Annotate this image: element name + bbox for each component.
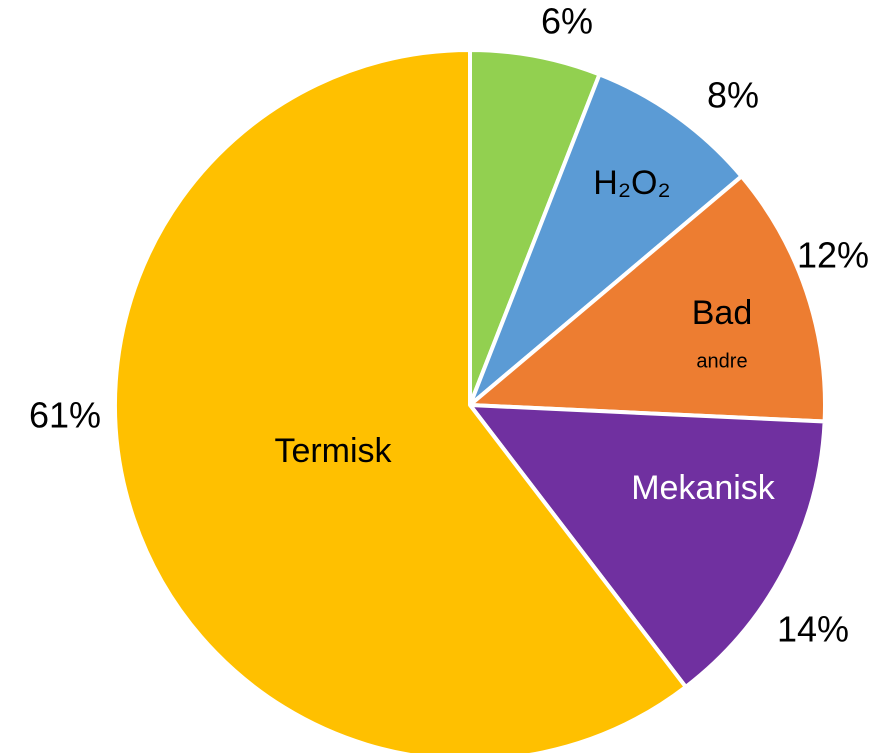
slice-label: Mekanisk bbox=[631, 469, 776, 507]
value-label: 6% bbox=[541, 1, 593, 42]
pie-slice bbox=[113, 48, 688, 753]
value-label: 14% bbox=[777, 609, 849, 650]
pie-slice bbox=[468, 48, 602, 407]
slice-label: H₂O₂ bbox=[593, 164, 670, 202]
value-label: 61% bbox=[29, 395, 101, 436]
value-label: 12% bbox=[797, 235, 869, 276]
slice-label: Termisk bbox=[274, 432, 392, 470]
value-label: 8% bbox=[707, 75, 759, 116]
pie-slice bbox=[468, 174, 827, 424]
slice-label: Bad bbox=[692, 294, 753, 332]
slice-note: andre bbox=[696, 350, 747, 372]
pie-slice bbox=[468, 403, 827, 689]
pie-slice bbox=[468, 72, 744, 407]
